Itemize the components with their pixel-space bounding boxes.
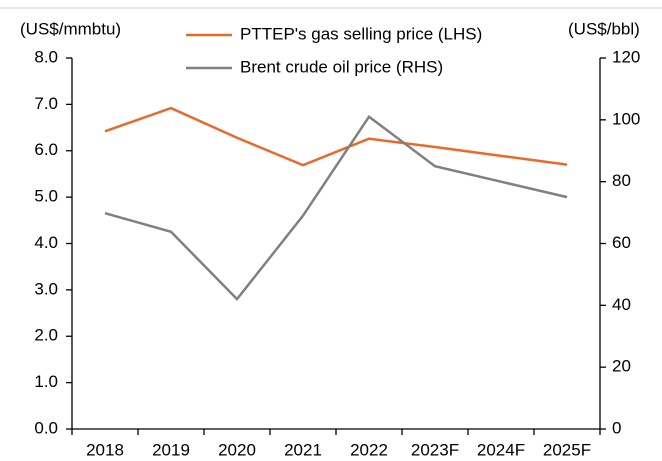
x-tick-label: 2022 [350, 440, 388, 459]
x-tick-label: 2019 [152, 440, 190, 459]
y-tick-label: 4.0 [34, 233, 58, 252]
series-line [104, 114, 568, 302]
y-tick-label: 0.0 [34, 418, 58, 437]
y2-tick-label: 80 [612, 171, 631, 190]
y2-tick-label: 20 [612, 357, 631, 376]
y-tick-label: 3.0 [34, 279, 58, 298]
y2-tick-label: 60 [612, 233, 631, 252]
y-tick-label: 7.0 [34, 94, 58, 113]
y-tick-label: 2.0 [34, 326, 58, 345]
y-tick-label: 1.0 [34, 372, 58, 391]
y2-tick-label: 120 [612, 47, 640, 66]
x-tick-label: 2020 [218, 440, 256, 459]
legend-label: PTTEP's gas selling price (LHS) [240, 24, 482, 43]
x-tick-label: 2024F [477, 440, 525, 459]
series-line [104, 106, 568, 167]
x-tick-label: 2025F [543, 440, 591, 459]
legend-label: Brent crude oil price (RHS) [240, 57, 443, 76]
y2-tick-label: 100 [612, 109, 640, 128]
x-tick-label: 2023F [411, 440, 459, 459]
y-tick-label: 5.0 [34, 187, 58, 206]
x-tick-label: 2021 [284, 440, 322, 459]
x-tick-label: 2018 [86, 440, 124, 459]
y2-tick-label: 0 [612, 418, 621, 437]
y-tick-label: 8.0 [34, 47, 58, 66]
y2-tick-label: 40 [612, 295, 631, 314]
y2-axis-label: (US$/bbl) [568, 19, 640, 38]
y-axis-label: (US$/mmbtu) [20, 19, 121, 38]
y-tick-label: 6.0 [34, 140, 58, 159]
